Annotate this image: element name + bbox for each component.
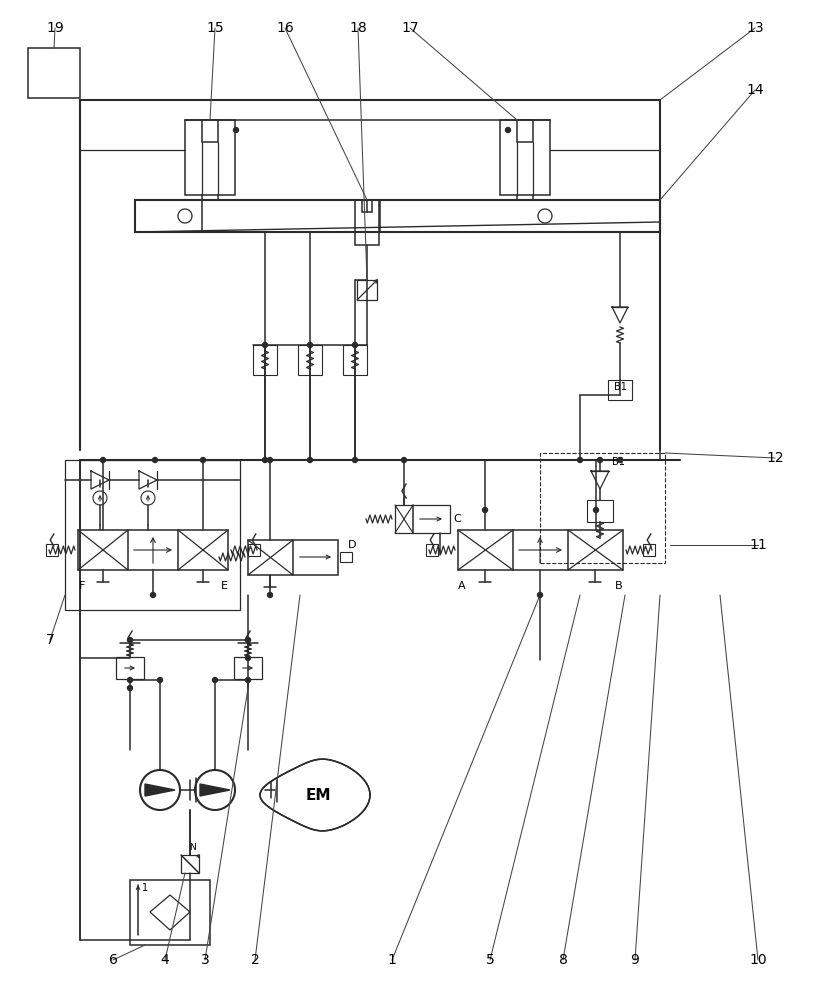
Text: 3: 3 [201,953,209,967]
Bar [540,453,665,563]
Circle shape [505,127,510,132]
Bar [340,552,352,562]
Circle shape [262,342,267,348]
Circle shape [246,638,251,643]
Bar [185,120,235,195]
Text: 15: 15 [206,21,224,35]
Circle shape [127,678,132,682]
Bar [458,530,623,570]
Text: 18: 18 [349,21,367,35]
Text: EM: EM [305,788,331,802]
Bar [248,540,338,575]
Bar [357,280,377,300]
Bar [28,48,80,98]
Polygon shape [145,784,175,796]
Text: D: D [347,540,356,550]
Circle shape [157,678,162,682]
Circle shape [127,638,132,643]
Circle shape [233,127,238,132]
Circle shape [618,458,623,462]
Text: 13: 13 [746,21,764,35]
Bar [181,855,199,873]
Circle shape [195,770,235,810]
Text: 11: 11 [749,538,767,552]
Circle shape [308,458,313,462]
Circle shape [262,458,267,462]
Text: 2: 2 [251,953,260,967]
Circle shape [597,458,603,462]
Circle shape [538,209,552,223]
Text: 16: 16 [276,21,294,35]
Bar [130,880,210,945]
Circle shape [200,458,205,462]
Bar [65,460,240,610]
Polygon shape [150,895,190,930]
Bar [517,120,533,142]
Text: 8: 8 [558,953,567,967]
Circle shape [538,592,543,597]
Circle shape [127,686,132,690]
Polygon shape [260,759,370,831]
Text: 1: 1 [388,953,396,967]
Text: 9: 9 [630,953,639,967]
Text: B: B [615,581,623,591]
Text: 17: 17 [401,21,418,35]
Bar [395,505,450,533]
Bar [248,544,260,556]
Text: 5: 5 [485,953,495,967]
Circle shape [246,656,251,660]
Bar [78,530,228,570]
Circle shape [308,342,313,348]
Bar [355,200,379,245]
Circle shape [267,458,273,462]
Bar [426,544,438,556]
Text: A: A [458,581,466,591]
Bar [46,544,58,556]
Text: 4: 4 [160,953,170,967]
Text: F: F [79,581,85,591]
Text: 6: 6 [108,953,117,967]
Text: E: E [221,581,227,591]
Bar [135,200,660,232]
Circle shape [401,458,407,462]
Bar [587,500,613,522]
Circle shape [141,491,155,505]
Circle shape [152,458,157,462]
Circle shape [482,508,487,512]
Circle shape [246,678,251,682]
Text: 1: 1 [142,883,148,893]
Circle shape [213,678,218,682]
Circle shape [151,592,155,597]
Circle shape [93,491,107,505]
Circle shape [352,458,357,462]
Bar [116,657,144,679]
Circle shape [352,342,357,348]
Circle shape [594,508,599,512]
Bar [234,657,262,679]
Text: B1: B1 [614,382,626,392]
Bar [500,120,550,195]
Text: 7: 7 [45,633,55,647]
Bar [608,380,632,400]
Text: 12: 12 [766,451,784,465]
Text: B1: B1 [611,457,624,467]
Text: 14: 14 [746,83,764,97]
Bar [298,345,322,375]
Circle shape [577,458,582,462]
Text: C: C [453,514,461,524]
Bar [202,120,218,142]
Text: 19: 19 [46,21,64,35]
Text: N: N [189,844,196,852]
Bar [253,345,277,375]
Text: 10: 10 [749,953,767,967]
Circle shape [267,592,273,597]
Circle shape [178,209,192,223]
Bar [643,544,655,556]
Circle shape [101,458,106,462]
Bar [362,200,372,212]
Bar [343,345,367,375]
Polygon shape [200,784,230,796]
Circle shape [140,770,180,810]
